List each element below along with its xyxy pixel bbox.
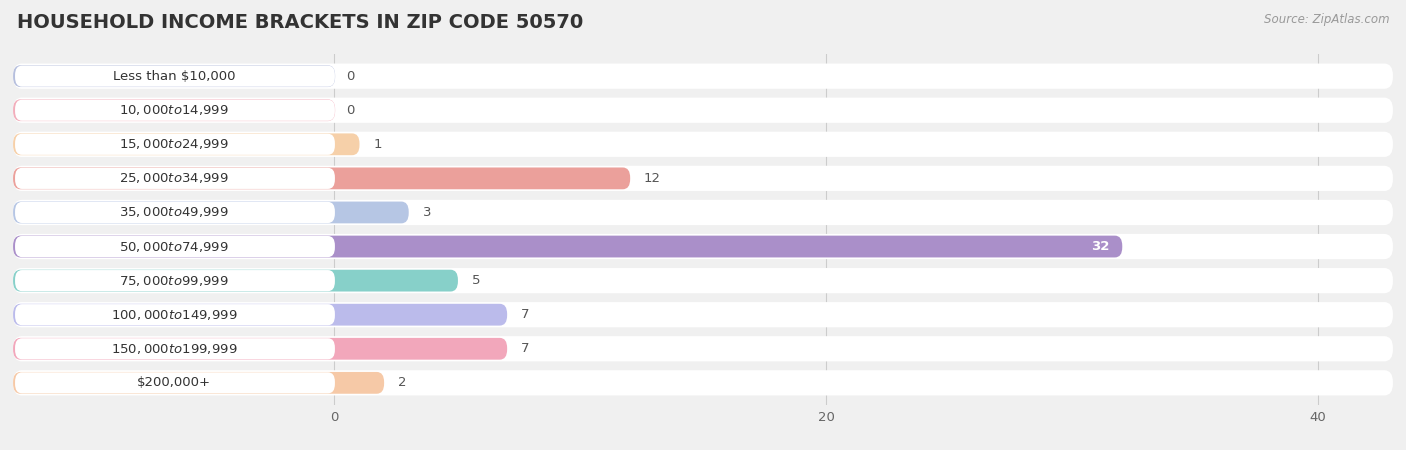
FancyBboxPatch shape: [13, 98, 1393, 123]
Text: $10,000 to $14,999: $10,000 to $14,999: [120, 103, 229, 117]
FancyBboxPatch shape: [13, 133, 360, 155]
Text: $100,000 to $149,999: $100,000 to $149,999: [111, 308, 238, 322]
Text: 7: 7: [520, 308, 530, 321]
Text: 1: 1: [374, 138, 382, 151]
Text: 12: 12: [644, 172, 661, 185]
FancyBboxPatch shape: [13, 202, 409, 223]
FancyBboxPatch shape: [13, 302, 1393, 327]
FancyBboxPatch shape: [15, 99, 335, 121]
FancyBboxPatch shape: [13, 234, 1393, 259]
FancyBboxPatch shape: [13, 304, 508, 326]
FancyBboxPatch shape: [15, 134, 335, 155]
FancyBboxPatch shape: [15, 202, 335, 223]
Text: $75,000 to $99,999: $75,000 to $99,999: [120, 274, 229, 288]
FancyBboxPatch shape: [15, 338, 335, 360]
FancyBboxPatch shape: [13, 132, 1393, 157]
FancyBboxPatch shape: [15, 168, 335, 189]
FancyBboxPatch shape: [15, 372, 335, 393]
Text: $50,000 to $74,999: $50,000 to $74,999: [120, 239, 229, 253]
FancyBboxPatch shape: [13, 236, 1122, 257]
Text: Source: ZipAtlas.com: Source: ZipAtlas.com: [1264, 14, 1389, 27]
Text: $25,000 to $34,999: $25,000 to $34,999: [120, 171, 229, 185]
Text: 32: 32: [1091, 240, 1109, 253]
FancyBboxPatch shape: [15, 270, 335, 291]
Text: $200,000+: $200,000+: [136, 376, 211, 389]
FancyBboxPatch shape: [13, 63, 1393, 89]
Text: 3: 3: [423, 206, 432, 219]
FancyBboxPatch shape: [13, 270, 458, 292]
FancyBboxPatch shape: [15, 304, 335, 325]
FancyBboxPatch shape: [15, 236, 335, 257]
Text: Less than $10,000: Less than $10,000: [112, 70, 235, 83]
Text: $15,000 to $24,999: $15,000 to $24,999: [120, 137, 229, 151]
Text: 2: 2: [398, 376, 406, 389]
FancyBboxPatch shape: [15, 66, 335, 87]
FancyBboxPatch shape: [13, 166, 1393, 191]
FancyBboxPatch shape: [13, 372, 384, 394]
FancyBboxPatch shape: [13, 338, 508, 360]
Text: 5: 5: [471, 274, 481, 287]
FancyBboxPatch shape: [13, 167, 630, 189]
Text: 0: 0: [346, 104, 354, 117]
Text: $35,000 to $49,999: $35,000 to $49,999: [120, 206, 229, 220]
Text: HOUSEHOLD INCOME BRACKETS IN ZIP CODE 50570: HOUSEHOLD INCOME BRACKETS IN ZIP CODE 50…: [17, 14, 583, 32]
FancyBboxPatch shape: [13, 65, 335, 87]
FancyBboxPatch shape: [13, 200, 1393, 225]
FancyBboxPatch shape: [13, 268, 1393, 293]
FancyBboxPatch shape: [13, 370, 1393, 396]
FancyBboxPatch shape: [13, 99, 335, 121]
Text: 7: 7: [520, 342, 530, 355]
FancyBboxPatch shape: [13, 336, 1393, 361]
Text: 0: 0: [346, 70, 354, 83]
Text: $150,000 to $199,999: $150,000 to $199,999: [111, 342, 238, 356]
